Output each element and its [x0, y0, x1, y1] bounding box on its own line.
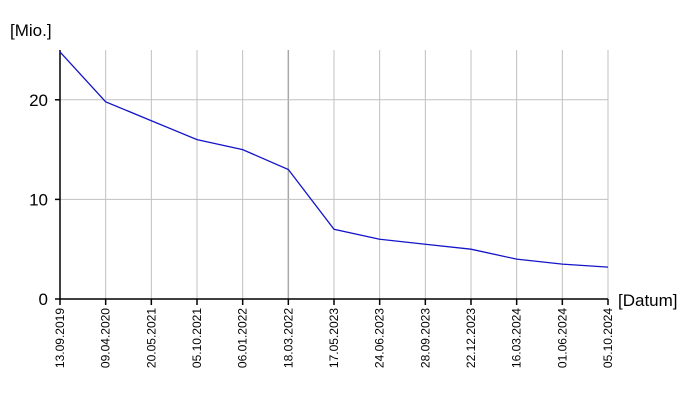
x-tick-label: 18.03.2022 [281, 308, 295, 368]
x-tick-label: 05.10.2021 [190, 308, 204, 368]
x-tick-label: 01.06.2024 [555, 308, 569, 368]
x-tick-label: 13.09.2019 [53, 308, 67, 368]
x-axis-label: [Datum] [618, 291, 678, 310]
y-axis-label: [Mio.] [10, 21, 52, 40]
x-tick-label: 05.10.2024 [601, 308, 615, 368]
x-tick-label: 16.03.2024 [510, 308, 524, 368]
x-tick-label: 24.06.2023 [373, 308, 387, 368]
y-tick-label: 20 [29, 91, 48, 110]
x-tick-label: 17.05.2023 [327, 308, 341, 368]
x-tick-label: 09.04.2020 [99, 308, 113, 368]
series-line [59, 51, 609, 268]
grid [60, 50, 609, 299]
series [59, 51, 609, 268]
y-tick-label: 0 [39, 290, 48, 309]
x-tick-label: 28.09.2023 [418, 308, 432, 368]
x-tick-label: 20.05.2021 [144, 308, 158, 368]
x-tick-label: 06.01.2022 [236, 308, 250, 368]
y-tick-label: 10 [29, 190, 48, 209]
x-ticks: 13.09.2019 09.04.2020 20.05.2021 05.10.2021… [53, 299, 615, 368]
y-ticks: 0 10 20 [29, 91, 60, 309]
x-tick-label: 22.12.2023 [464, 308, 478, 368]
